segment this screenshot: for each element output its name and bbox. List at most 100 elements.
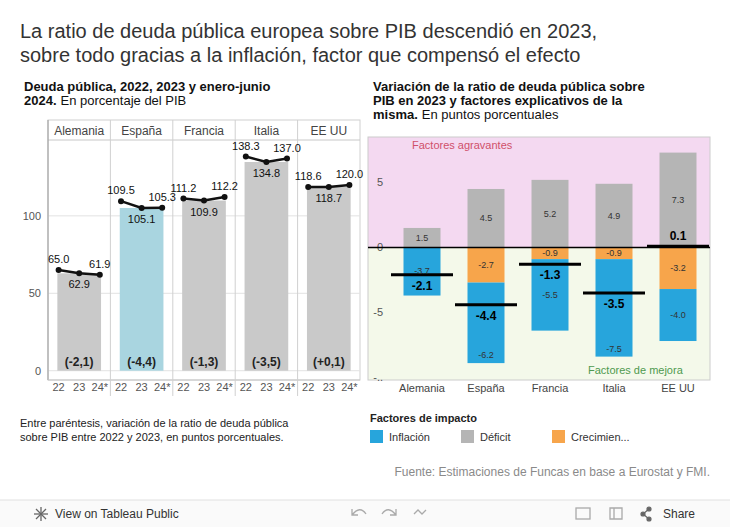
panel-separator	[172, 120, 173, 396]
point	[222, 194, 228, 200]
x-tick-label: 22	[52, 381, 64, 393]
total-label: -2.1	[412, 279, 433, 293]
bar-segment	[404, 247, 441, 295]
share-link[interactable]: Share	[663, 507, 695, 521]
data-label: -3.2	[670, 263, 686, 273]
logo-stroke	[36, 509, 46, 519]
total-line	[455, 303, 517, 306]
worse-region	[368, 137, 710, 247]
data-label: -7.5	[606, 344, 622, 354]
change-label: (-1,3)	[190, 355, 219, 369]
footer-line	[0, 500, 730, 501]
chart-title: PIB en 2023 y factores explicativos de l…	[373, 93, 623, 108]
x-tick-label: EE UU	[661, 382, 695, 394]
point	[284, 156, 290, 162]
bar-segment	[532, 180, 569, 248]
x-tick-label: 23	[260, 381, 272, 393]
bar	[182, 201, 226, 371]
data-label: 118.7	[315, 192, 342, 204]
point	[326, 184, 332, 190]
annotation: Factores de mejora	[588, 364, 684, 376]
point	[263, 159, 269, 165]
download-icon[interactable]	[576, 508, 590, 519]
bar	[307, 187, 351, 371]
total-label: -4.4	[476, 309, 497, 323]
x-tick-label: 24*	[279, 381, 296, 393]
header-line	[48, 140, 360, 141]
data-label: 61.9	[89, 258, 110, 270]
zero-line	[368, 247, 710, 249]
y-tick-label: 5	[377, 176, 383, 188]
x-tick-label: España	[467, 382, 505, 394]
bar-segment	[596, 184, 633, 248]
panel-header: Italia	[254, 124, 280, 138]
bar	[245, 162, 289, 371]
chart-subtitle: En porcentaje del PIB	[61, 93, 187, 108]
data-label: 120.0	[336, 168, 364, 180]
change-label: (-2,1)	[65, 355, 94, 369]
data-label: 1.5	[416, 233, 429, 243]
data-label: -2.7	[478, 260, 494, 270]
point	[346, 182, 352, 188]
data-label: 134.8	[253, 167, 281, 179]
panel-separator	[235, 120, 236, 396]
logo-stroke	[36, 509, 46, 519]
point	[243, 154, 249, 160]
point	[56, 267, 62, 273]
data-label: -0.9	[542, 248, 558, 258]
chart-subtitle: En puntos porcentuales	[422, 107, 559, 122]
legend-swatch	[370, 430, 383, 443]
page: La ratio de deuda pública europea sobre …	[0, 0, 730, 527]
x-tick-label: 22	[177, 381, 189, 393]
annotation: Factores agravantes	[412, 139, 513, 151]
data-label: -0.9	[606, 248, 622, 258]
x-tick-label: 22	[240, 381, 252, 393]
redo-icon[interactable]	[382, 509, 396, 515]
panel-header: Francia	[184, 124, 224, 138]
data-label: 112.2	[211, 180, 238, 192]
bar-segment	[404, 228, 441, 247]
data-label: 137.0	[273, 142, 301, 154]
panel-header: Alemania	[54, 124, 104, 138]
point	[180, 196, 186, 202]
bar	[120, 208, 164, 371]
bar-segment	[532, 247, 569, 259]
legend-swatch	[552, 430, 565, 443]
share-icon[interactable]	[641, 507, 651, 521]
bar-segment	[532, 259, 569, 330]
point	[76, 270, 82, 276]
bar-segment	[468, 189, 505, 247]
y-tick-label: -..	[373, 371, 383, 383]
x-tick-label: 23	[73, 381, 85, 393]
marks	[391, 153, 709, 364]
y-tick-label: 0	[35, 365, 41, 377]
x-tick-label: Italia	[602, 382, 626, 394]
x-tick-label: Francia	[532, 382, 570, 394]
change-label: (-4,4)	[127, 355, 156, 369]
better-region	[368, 247, 710, 380]
share-stroke	[643, 514, 649, 519]
fullscreen-icon[interactable]	[610, 508, 622, 519]
source: Fuente: Estimaciones de Funcas en base a…	[395, 465, 711, 479]
chart-title: misma.En puntos porcentuales	[373, 107, 559, 122]
x-tick-label: 24*	[92, 381, 109, 393]
total-label: -3.5	[604, 297, 625, 311]
y-tick-label: 50	[29, 287, 41, 299]
x-tick-label: 23	[135, 381, 147, 393]
change-label: (+0,1)	[313, 355, 345, 369]
main-title: La ratio de deuda pública europea sobre …	[20, 20, 597, 42]
point	[118, 198, 124, 204]
data-label: -5.5	[542, 290, 558, 300]
legend-title: Factores de impacto	[370, 412, 477, 424]
data-label: 65.0	[48, 253, 69, 265]
data-label: 109.5	[107, 184, 135, 196]
main-title: sobre todo gracias a la inflación, facto…	[20, 44, 580, 66]
footer-bar	[0, 500, 730, 527]
revert-icon[interactable]	[414, 510, 426, 514]
note: sobre PIB entre 2022 y 2023, en puntos p…	[20, 431, 284, 443]
change-label: (-3,5)	[252, 355, 281, 369]
chart-title: Deuda pública, 2022, 2023 y enero-junio	[24, 79, 270, 94]
view-link[interactable]: View on Tableau Public	[55, 507, 179, 521]
undo-icon[interactable]	[352, 509, 366, 515]
legend-swatch	[461, 430, 474, 443]
